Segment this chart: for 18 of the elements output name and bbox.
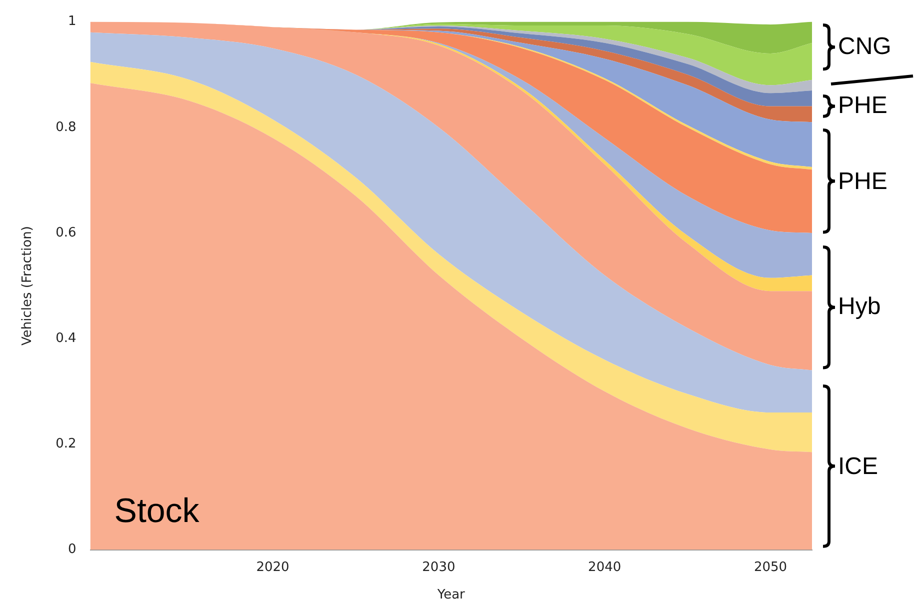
text: PHE	[838, 92, 888, 120]
y-tick-label: 1	[68, 14, 76, 30]
y-tick-label: 0.4	[56, 330, 76, 346]
y-tick-label: 0	[68, 542, 76, 558]
x-tick-label: 2050	[754, 560, 788, 575]
annotation: Stock	[114, 492, 200, 530]
y-tick-label: 0.2	[56, 436, 76, 452]
text: Hyb	[838, 292, 881, 320]
x-axis-title: Year	[436, 588, 466, 603]
y-tick-label: 0.8	[56, 120, 76, 135]
x-tick-label: 2020	[256, 560, 290, 575]
text: ICE	[838, 452, 878, 480]
x-tick-label: 2030	[422, 560, 456, 575]
y-axis-title: Vehicles (Fraction)	[20, 226, 36, 346]
text: CNG	[838, 32, 892, 60]
x-tick-label: 2040	[588, 560, 622, 575]
text: PHE	[838, 168, 888, 195]
y-tick-label: 0.6	[56, 225, 76, 240]
